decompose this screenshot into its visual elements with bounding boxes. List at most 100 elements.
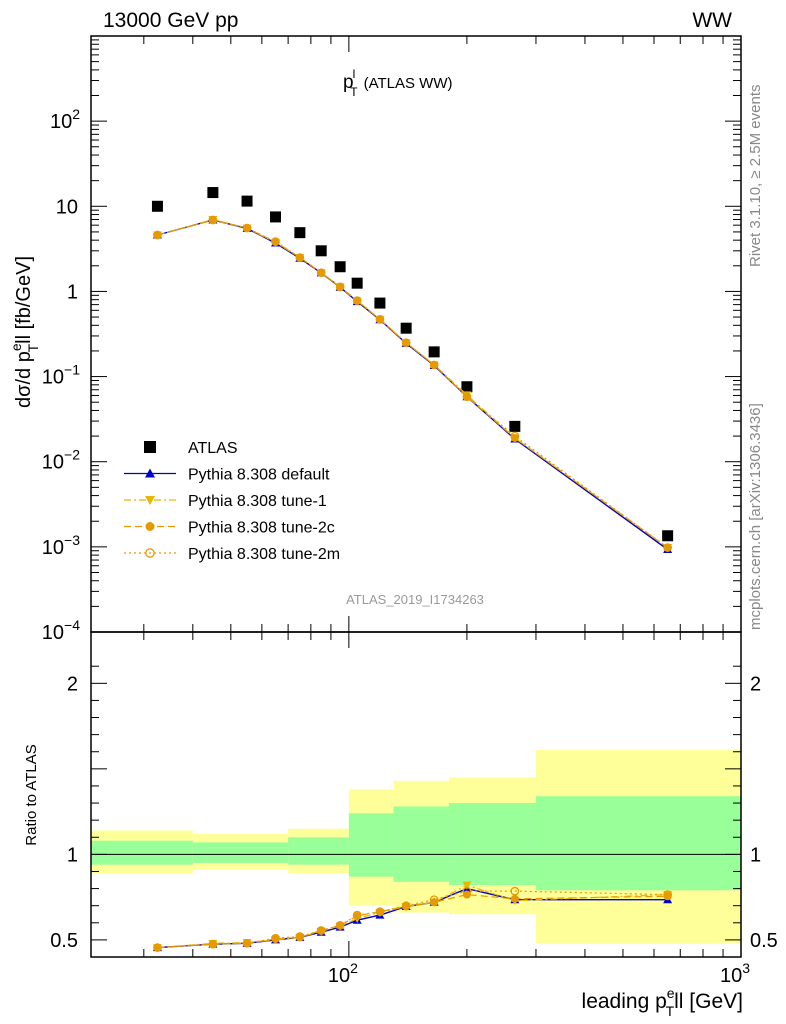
x-axis-label: leading pe Tll [GeV]	[582, 985, 743, 1019]
process-label: WW	[692, 9, 732, 32]
ratio-data-point	[462, 881, 472, 890]
data-point	[153, 230, 162, 239]
main-y-label-sup: e	[8, 343, 24, 351]
ratio-y-tick-label-right: 1	[750, 844, 761, 866]
mcplots-label: mcplots.cern.ch [arXiv:1306.3436]	[747, 403, 764, 630]
ratio-y-tick-label-left: 0.5	[50, 930, 78, 952]
y-tick-label: 10−2	[42, 447, 80, 474]
data-point	[316, 268, 326, 278]
ratio-data-point	[153, 943, 162, 952]
data-point	[335, 282, 345, 292]
stat-uncertainty-band	[192, 842, 289, 863]
ratio-data-point	[243, 939, 252, 948]
data-point	[428, 346, 440, 358]
data-point	[271, 237, 280, 246]
plot-title-sup: l	[353, 67, 356, 81]
data-point	[400, 322, 412, 334]
data-point	[462, 392, 472, 402]
y-tick-label: 1	[67, 281, 78, 303]
data-point	[241, 195, 253, 207]
ratio-data-point	[429, 895, 439, 905]
ratio-data-point	[208, 939, 218, 949]
legend: ATLAS Pythia 8.308 default Pythia 8.308 tu…	[124, 440, 340, 563]
main-panel-ticks	[91, 35, 742, 633]
series-atlas	[151, 187, 674, 542]
ratio-data-point	[401, 901, 411, 911]
ratio-y-tick-label-right: 2	[750, 673, 761, 695]
series-pythia-8-308-tune-2m	[153, 215, 672, 552]
legend-marker	[145, 548, 155, 558]
ratio-data-point	[462, 886, 472, 896]
ratio-data-point	[510, 886, 520, 896]
x-label-sup: e	[667, 985, 675, 1001]
ratio-panel-data	[152, 881, 673, 953]
data-point	[374, 297, 386, 309]
main-y-label-post: ll [fb/GeV]	[13, 256, 35, 344]
data-point	[208, 216, 217, 225]
ratio-data-point	[336, 921, 345, 930]
ratio-data-point	[295, 932, 305, 941]
x-tick-label: 103	[720, 960, 750, 987]
ratio-data-point	[153, 943, 162, 952]
ratio-data-point	[352, 910, 362, 920]
legend-entry-pythia-8-308-default: Pythia 8.308 default	[188, 467, 330, 484]
x-label-sub: T	[666, 1003, 675, 1019]
data-point	[401, 338, 411, 348]
data-point	[510, 433, 519, 442]
x-label-pre: leading p	[582, 990, 667, 1013]
ratio-panel: 0.5 0.5 1 1 2 2 102 103 Ratio to ATLAS leading…	[23, 631, 778, 1019]
ratio-data-point	[271, 933, 280, 943]
data-point	[315, 245, 327, 257]
legend-marker	[145, 468, 155, 478]
data-point	[663, 543, 672, 552]
stat-uncertainty-band	[288, 837, 349, 865]
data-point	[334, 261, 346, 273]
ratio-y-tick-label-left: 1	[67, 844, 78, 866]
legend-marker	[145, 496, 155, 505]
plot-title: pl T (ATLAS WW)	[343, 67, 452, 99]
rivet-label: Rivet 3.1.10, ≥ 2.5M events	[747, 85, 764, 268]
legend-marker	[144, 441, 156, 453]
data-point	[207, 187, 219, 199]
data-point	[151, 200, 163, 212]
data-point	[242, 223, 252, 233]
stat-uncertainty-band	[393, 806, 449, 882]
ratio-panel-frame	[90, 631, 742, 958]
ratio-series-line	[157, 893, 668, 949]
ratio-data-point	[663, 890, 672, 899]
main-panel-frame	[90, 35, 742, 633]
data-point	[351, 277, 363, 289]
stat-uncertainty-band	[448, 803, 536, 886]
data-point	[429, 360, 439, 370]
data-point	[153, 230, 162, 240]
stat-uncertainty-band	[535, 796, 741, 891]
y-tick-label: 10−3	[42, 532, 80, 559]
ratio-data-point	[316, 926, 326, 935]
data-point	[510, 431, 520, 441]
ratio-data-point	[242, 938, 252, 948]
y-tick-label: 10	[56, 196, 78, 218]
ratio-series-pythia-8-308-tune-2m	[153, 886, 672, 952]
ratio-uncertainty-bands	[91, 750, 741, 944]
ratio-series-line	[157, 890, 668, 949]
data-point	[295, 253, 305, 262]
ratio-data-point	[335, 921, 345, 930]
plot-title-rest: (ATLAS WW)	[364, 75, 453, 92]
plot-title-main: p	[343, 72, 354, 93]
data-point	[208, 215, 218, 225]
x-tick-labels: 102 103	[328, 960, 750, 987]
ratio-data-point	[510, 894, 519, 903]
main-y-axis-label: dσ/d peTll [fb/GeV]	[8, 256, 41, 408]
data-point	[461, 381, 473, 393]
data-point	[294, 227, 306, 239]
x-tick-label: 102	[328, 960, 358, 987]
legend-entry-pythia-8-308-tune-1: Pythia 8.308 tune-1	[188, 493, 327, 510]
stat-uncertainty-band	[91, 840, 193, 865]
ratio-y-axis-label: Ratio to ATLAS	[23, 744, 40, 845]
analysis-label: ATLAS_2019_I1734263	[346, 592, 484, 607]
data-point	[663, 543, 672, 552]
ratio-y-tick-labels: 0.5 0.5 1 1 2 2	[50, 673, 778, 952]
main-panel-y-tick-labels: 102 10 1 10−1 10−2 10−3 10−4	[42, 106, 80, 644]
legend-entry-pythia-8-308-tune-2c: Pythia 8.308 tune-2c	[188, 520, 335, 537]
